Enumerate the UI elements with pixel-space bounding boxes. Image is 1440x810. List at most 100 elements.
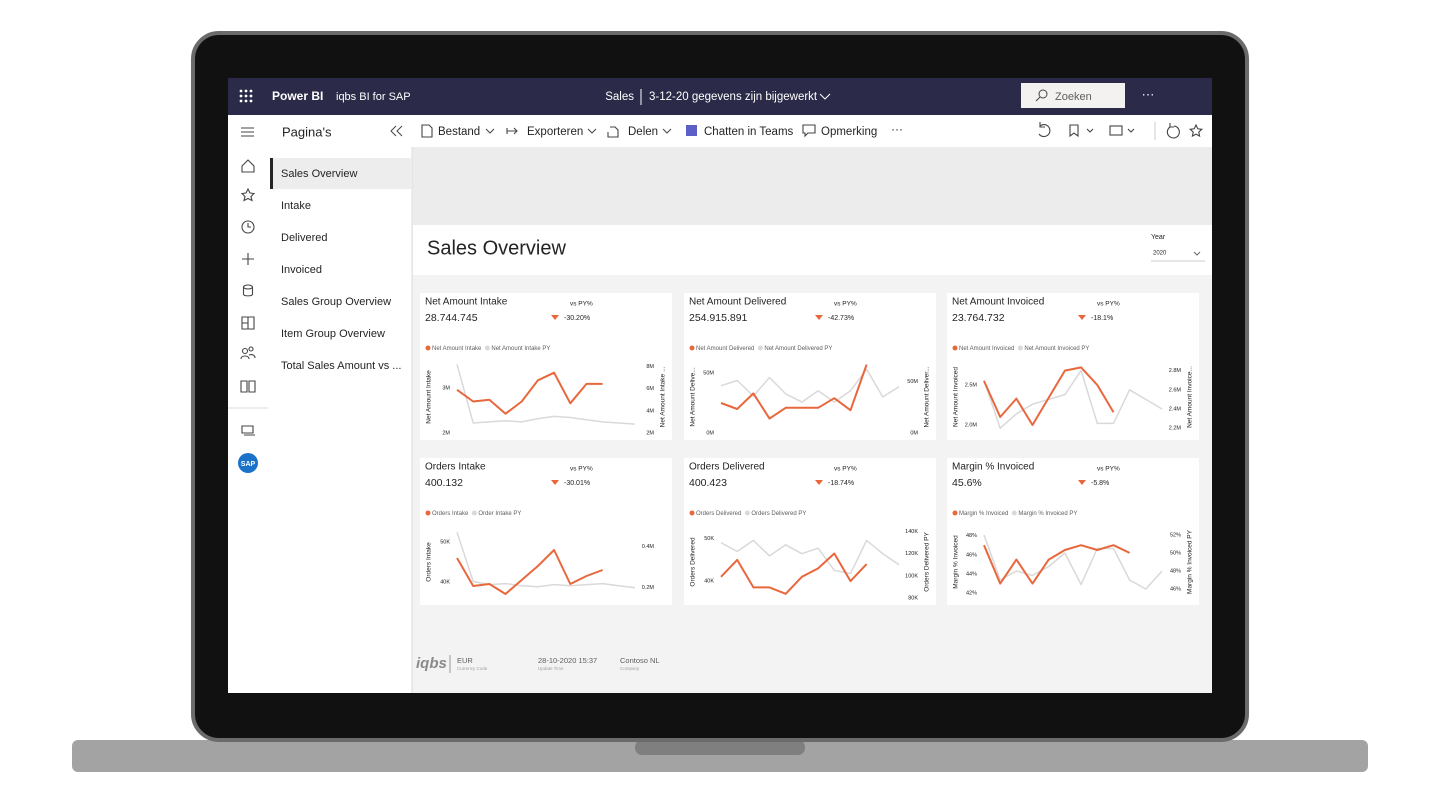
y-tick-label: 40K xyxy=(704,579,714,585)
report-name: Sales xyxy=(605,91,634,103)
chevron xyxy=(662,128,672,134)
page-link[interactable]: Sales Group Overview xyxy=(281,296,391,308)
compare-label: vs PY% xyxy=(570,466,593,473)
chevron xyxy=(819,93,831,100)
legend-label: Net Amount Invoiced PY xyxy=(1024,346,1089,352)
legend-label: Orders Delivered PY xyxy=(751,511,806,517)
series-line xyxy=(456,364,636,425)
toolbar-button[interactable]: Opmerking xyxy=(821,126,877,138)
change-value: -30.20% xyxy=(564,315,590,322)
legend-label: Margin % Invoiced PY xyxy=(1018,511,1077,517)
compare-label: vs PY% xyxy=(834,301,857,308)
y-tick-label: 44% xyxy=(966,571,977,577)
footer-value: EUR xyxy=(457,656,473,665)
more-button[interactable]: ··· xyxy=(1142,86,1155,101)
y-tick-label: 2.0M xyxy=(965,422,978,428)
series-line xyxy=(720,364,868,420)
pages-title: Pagina's xyxy=(282,124,332,139)
y-axis-title: Orders Delivered xyxy=(690,537,697,587)
legend-swatch xyxy=(757,345,763,351)
y2-tick-label: 50% xyxy=(1170,550,1181,556)
change-value: -18.1% xyxy=(1091,315,1113,322)
y2-tick-label: 2.4M xyxy=(1169,406,1182,412)
y2-tick-label: 120K xyxy=(905,551,918,557)
y2-tick-label: 50M xyxy=(907,379,918,385)
legend-label: Orders Delivered xyxy=(696,511,741,517)
more-button[interactable]: ··· xyxy=(891,122,903,136)
filter-value[interactable]: 2020 xyxy=(1153,251,1167,257)
sap-icon[interactable] xyxy=(238,453,258,473)
footer-logo: iqbs xyxy=(416,655,447,672)
refresh-status[interactable]: 3-12-20 gegevens zijn bijgewerkt xyxy=(649,91,818,103)
y-tick-label: 2M xyxy=(442,430,450,436)
legend-label: Net Amount Delivered xyxy=(696,346,754,352)
toolbar-button[interactable]: Bestand xyxy=(438,126,480,138)
page-link[interactable]: Intake xyxy=(281,200,311,212)
compare-label: vs PY% xyxy=(1097,301,1120,308)
legend-label: Net Amount Delivered PY xyxy=(764,346,832,352)
footer-value: Contoso NL xyxy=(620,656,660,665)
card-bg xyxy=(684,293,936,440)
y2-axis-title: Margin % Invoiced PY xyxy=(1187,529,1194,594)
app-launcher[interactable] xyxy=(239,89,253,103)
y-axis-title: Margin % Invoiced xyxy=(953,535,960,589)
card-bg xyxy=(947,458,1199,605)
workspace[interactable]: iqbs BI for SAP xyxy=(336,91,411,103)
y2-tick-label: 0M xyxy=(910,430,918,436)
page-link[interactable]: Sales Overview xyxy=(281,168,357,180)
y2-tick-label: 0.2M xyxy=(642,585,655,591)
card-bg xyxy=(420,458,672,605)
toolbar-button[interactable]: Delen xyxy=(628,126,658,138)
y2-tick-label: 2M xyxy=(646,430,654,436)
y2-tick-label: 100K xyxy=(905,573,918,579)
search-placeholder: Zoeken xyxy=(1055,91,1092,103)
page-link[interactable]: Delivered xyxy=(281,232,327,244)
collapse-pane[interactable] xyxy=(390,125,403,137)
y-axis-title: Net Amount Delive... xyxy=(690,367,697,426)
search-icon xyxy=(1035,96,1041,102)
y2-tick-label: 48% xyxy=(1170,568,1181,574)
kpi-card: Margin % Invoiced 45.6% vs PY% -5.8% Margin … xyxy=(947,458,1199,605)
compare-label: vs PY% xyxy=(834,466,857,473)
search-box[interactable] xyxy=(1021,83,1125,108)
card-title: Net Amount Delivered xyxy=(689,297,786,308)
card-value: 28.744.745 xyxy=(425,312,478,324)
y2-axis-title: Net Amount Invoice... xyxy=(1187,366,1194,428)
down-triangle xyxy=(1078,480,1086,485)
card-title: Orders Delivered xyxy=(689,462,765,473)
page-link[interactable]: Total Sales Amount vs ... xyxy=(281,360,401,372)
card-value: 23.764.732 xyxy=(952,312,1005,324)
card-bg xyxy=(420,293,672,440)
legend-swatch xyxy=(425,510,431,516)
selected-indicator xyxy=(270,158,273,189)
y2-axis-title: Net Amount Intake ... xyxy=(660,366,667,427)
compare-label: vs PY% xyxy=(570,301,593,308)
y-tick-label: 50M xyxy=(703,370,714,376)
card-value: 254.915.891 xyxy=(689,312,748,324)
y2-tick-label: 2.6M xyxy=(1169,387,1182,393)
kpi-card: Net Amount Delivered 254.915.891 vs PY% -42… xyxy=(684,293,936,440)
legend-swatch xyxy=(425,345,431,351)
series-line xyxy=(720,368,900,403)
app-name: Power BI xyxy=(272,89,323,103)
change-value: -5.8% xyxy=(1091,480,1109,487)
compare-label: vs PY% xyxy=(1097,466,1120,473)
toolbar-button[interactable]: Chatten in Teams xyxy=(704,126,794,138)
page-link[interactable]: Item Group Overview xyxy=(281,328,385,340)
page-link[interactable]: Invoiced xyxy=(281,264,322,276)
card-bg xyxy=(684,458,936,605)
rail-icons xyxy=(240,127,256,436)
card-value: 400.132 xyxy=(425,477,463,489)
legend-swatch xyxy=(1017,345,1023,351)
kpi-card: Orders Intake 400.132 vs PY% -30.01% Orders … xyxy=(420,458,672,605)
series-line xyxy=(983,369,1163,429)
legend-label: Net Amount Intake xyxy=(432,346,482,352)
legend-label: Net Amount Intake PY xyxy=(491,346,550,352)
series-line xyxy=(456,371,603,415)
toolbar-button[interactable]: Exporteren xyxy=(527,126,583,138)
legend-swatch xyxy=(689,510,695,516)
toolbar xyxy=(412,115,1212,147)
card-title: Orders Intake xyxy=(425,462,486,473)
y-tick-label: 50K xyxy=(704,536,714,542)
card-bg xyxy=(947,293,1199,440)
